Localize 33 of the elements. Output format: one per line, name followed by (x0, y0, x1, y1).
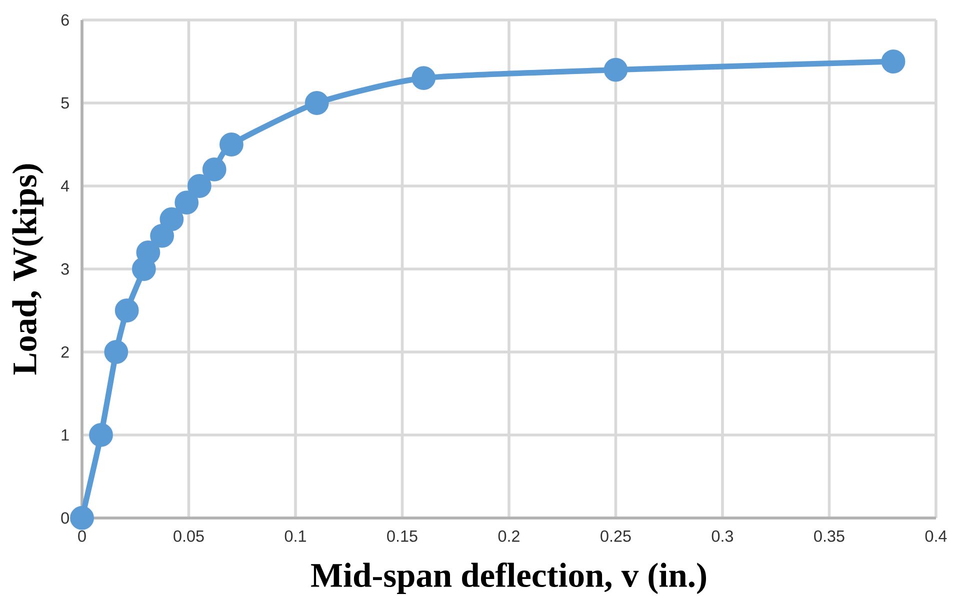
point (150, 224, 174, 248)
point (89, 423, 113, 447)
y-tick-label: 5 (61, 97, 69, 109)
x-tick-label: 0.05 (174, 530, 204, 542)
x-tick-label: 0 (78, 530, 86, 542)
x-axis-title: Mid-span deflection, v (in.) (311, 562, 706, 594)
y-axis-title: Load, W(kips) (12, 164, 44, 375)
x-tick-label: 0.15 (387, 530, 418, 542)
y-tick-label: 0 (61, 512, 69, 524)
x-tick-label: 0.3 (712, 530, 734, 542)
point (881, 50, 906, 74)
x-tick-label: 0.25 (600, 530, 631, 542)
point (70, 506, 94, 530)
y-tick-label: 2 (61, 346, 69, 358)
point (174, 190, 199, 215)
y-tick-label: 6 (61, 14, 69, 26)
point (412, 66, 436, 90)
x-tick-label: 0.2 (498, 530, 520, 542)
point (304, 91, 329, 115)
y-tick-label: 3 (61, 263, 69, 275)
x-tick-label: 0.35 (814, 530, 844, 542)
point (220, 132, 244, 156)
point (202, 157, 226, 182)
point (187, 174, 212, 198)
x-tick-label: 0.4 (925, 530, 947, 542)
point (104, 340, 128, 364)
point (136, 240, 160, 264)
x-tick-label: 0.1 (284, 530, 306, 542)
point (160, 207, 184, 232)
point (114, 298, 139, 322)
y-tick-label: 1 (62, 429, 69, 441)
y-tick-label: 4 (60, 180, 70, 192)
point (604, 58, 628, 82)
